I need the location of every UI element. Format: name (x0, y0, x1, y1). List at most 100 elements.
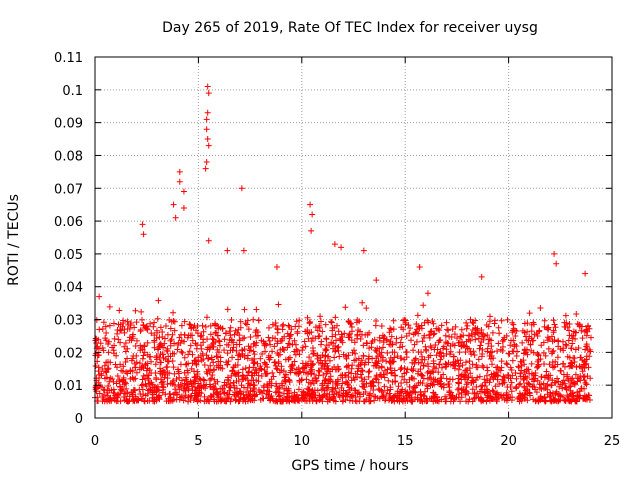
data-point (139, 363, 146, 370)
data-point (187, 342, 194, 349)
data-point (398, 324, 405, 331)
data-point (525, 337, 532, 344)
data-point (343, 352, 350, 359)
data-point (345, 373, 352, 380)
data-point (515, 363, 522, 370)
data-point (174, 342, 181, 349)
data-point (158, 359, 165, 366)
data-point (430, 390, 437, 397)
data-point (566, 383, 573, 390)
data-point (504, 316, 511, 323)
data-point (408, 337, 415, 344)
data-point (125, 398, 132, 405)
data-point (328, 319, 335, 326)
data-point (383, 391, 390, 398)
data-point (196, 375, 203, 382)
data-point (203, 368, 210, 375)
data-point (504, 361, 511, 368)
data-point (115, 336, 122, 343)
data-point (100, 319, 107, 326)
data-point (221, 379, 228, 386)
data-point (296, 398, 303, 405)
data-point (491, 320, 498, 327)
data-point (387, 386, 394, 393)
y-tick-label: 0.04 (54, 281, 83, 296)
data-point (370, 379, 377, 386)
data-point (372, 347, 379, 354)
data-point (414, 312, 421, 319)
data-point (233, 347, 240, 354)
data-point (305, 335, 312, 342)
data-point (320, 385, 327, 392)
data-point (547, 389, 554, 396)
data-point (458, 343, 465, 350)
data-point (455, 366, 462, 373)
data-point (214, 391, 221, 398)
data-point (376, 387, 383, 394)
data-point (381, 383, 388, 390)
data-point (564, 353, 571, 360)
data-point (185, 351, 192, 358)
data-point (417, 388, 424, 395)
data-point (518, 367, 525, 374)
data-point (561, 319, 568, 326)
data-point (471, 395, 478, 402)
data-point (218, 397, 225, 404)
data-point (212, 329, 219, 336)
data-point (550, 329, 557, 336)
data-point (224, 306, 231, 313)
data-point (530, 349, 537, 356)
data-point (297, 368, 304, 375)
data-point (362, 389, 369, 396)
data-point (537, 356, 544, 363)
data-point (273, 397, 280, 404)
data-point (509, 372, 516, 379)
data-point (132, 343, 139, 350)
data-point (463, 381, 470, 388)
x-tick-labels: 0 5 10 15 20 25 (91, 434, 620, 449)
data-point (403, 379, 410, 386)
y-axis-label: ROTI / TECUs (6, 194, 22, 286)
data-point (223, 330, 230, 337)
data-point (210, 386, 217, 393)
data-point (333, 366, 340, 373)
data-point (198, 345, 205, 352)
data-point (417, 397, 424, 404)
data-point (124, 318, 131, 325)
data-point (341, 330, 348, 337)
data-point (568, 396, 575, 403)
data-point (272, 335, 279, 342)
data-point (124, 370, 131, 377)
data-point (208, 375, 215, 382)
data-point (571, 355, 578, 362)
data-point (434, 397, 441, 404)
data-point (512, 385, 519, 392)
data-point (463, 319, 470, 326)
data-point (315, 333, 322, 340)
data-point (277, 337, 284, 344)
data-point (99, 366, 106, 373)
data-point (523, 390, 530, 397)
data-point (101, 387, 108, 394)
data-point (265, 354, 272, 361)
data-point (194, 341, 201, 348)
data-point (557, 381, 564, 388)
data-point (563, 373, 570, 380)
data-point (137, 390, 144, 397)
data-point (229, 347, 236, 354)
data-point (388, 333, 395, 340)
data-point (316, 368, 323, 375)
data-point (584, 323, 591, 330)
data-point (379, 354, 386, 361)
data-point (469, 386, 476, 393)
data-point (346, 332, 353, 339)
y-tick-label: 0.05 (54, 248, 83, 263)
data-point (457, 398, 464, 405)
data-point (450, 353, 457, 360)
data-point (114, 364, 121, 371)
data-point (421, 319, 428, 326)
data-point (164, 331, 171, 338)
data-point (319, 328, 326, 335)
data-point (521, 383, 528, 390)
data-point (173, 375, 180, 382)
